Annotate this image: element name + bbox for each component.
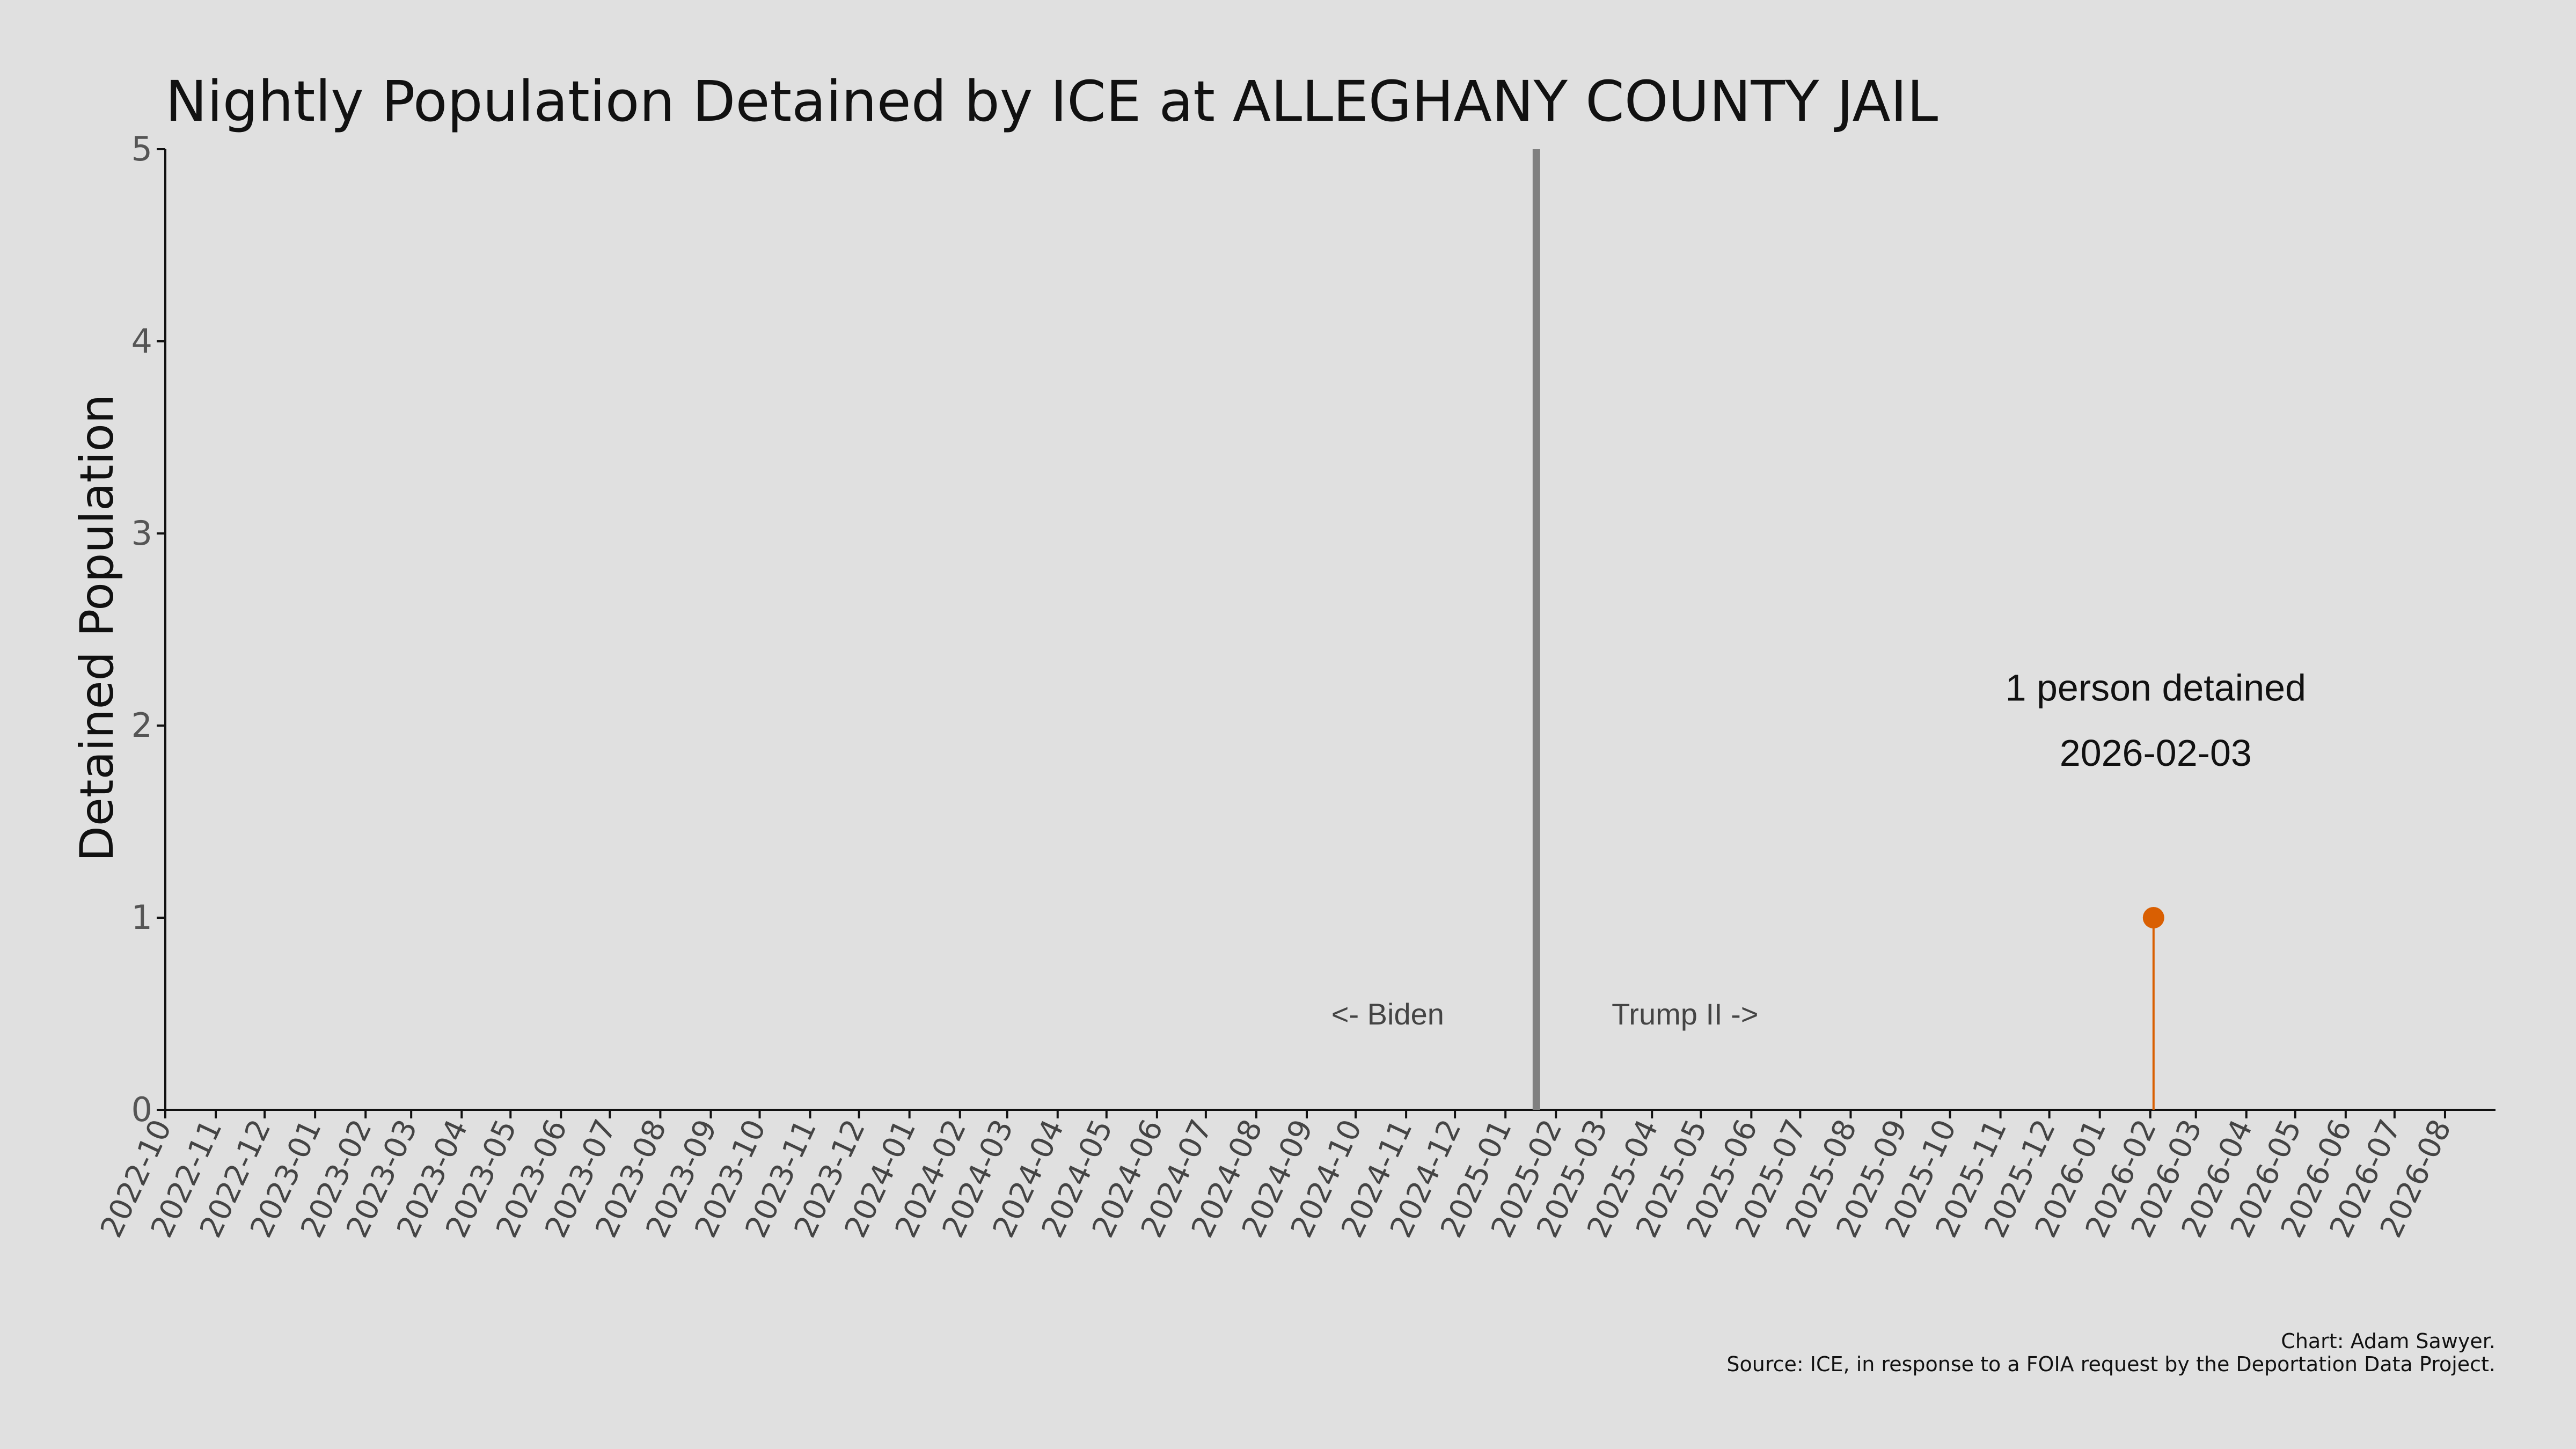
- x-axis-ticks: 2022-102022-112022-122023-012023-022023-…: [94, 1110, 2458, 1243]
- y-axis-label: Detained Population: [70, 394, 124, 862]
- y-tick-label: 1: [131, 898, 152, 937]
- y-tick-label: 0: [131, 1090, 152, 1129]
- annotation-count: 1 person detained: [2006, 667, 2306, 708]
- chart-credit: Chart: Adam Sawyer.: [2281, 1329, 2496, 1353]
- data-series: [2142, 907, 2164, 1110]
- era-label-trump: Trump II ->: [1612, 997, 1758, 1031]
- y-tick-label: 3: [131, 514, 152, 553]
- data-point: [2142, 907, 2164, 928]
- y-axis-ticks: 0 1 2 3 4 5: [131, 129, 165, 1129]
- source-note: Source: ICE, in response to a FOIA reque…: [1726, 1352, 2496, 1376]
- chart-title: Nightly Population Detained by ICE at AL…: [165, 69, 1938, 134]
- era-label-biden: <- Biden: [1331, 997, 1444, 1031]
- y-tick-label: 4: [131, 321, 152, 361]
- y-tick-label: 5: [131, 129, 152, 169]
- annotation-date: 2026-02-03: [2060, 732, 2252, 774]
- y-tick-label: 2: [131, 706, 152, 745]
